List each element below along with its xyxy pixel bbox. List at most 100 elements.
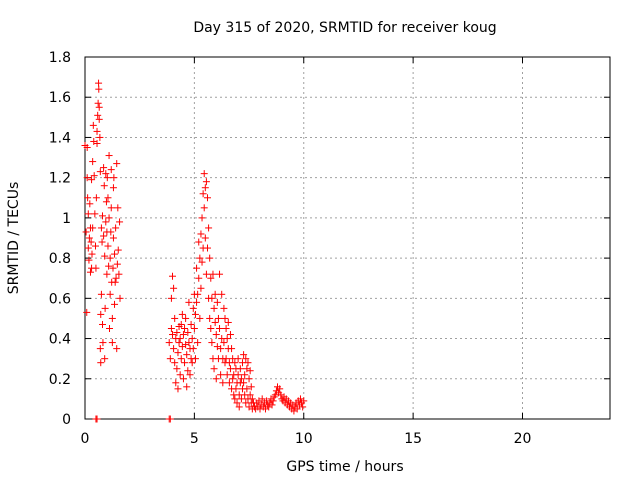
data-point (107, 204, 115, 212)
data-point (179, 375, 187, 383)
y-tick-label: 0.2 (49, 372, 71, 388)
data-point (234, 355, 242, 363)
data-point (111, 300, 119, 308)
data-point (97, 310, 105, 318)
data-point (104, 242, 112, 250)
data-point (196, 314, 204, 322)
data-point (105, 262, 113, 270)
data-point (220, 339, 228, 347)
data-point (111, 250, 119, 258)
data-point (170, 284, 178, 292)
data-point (190, 325, 198, 332)
data-point (98, 238, 106, 246)
data-point (191, 355, 199, 363)
data-point (187, 320, 195, 328)
data-point (213, 298, 221, 306)
data-point (241, 371, 249, 379)
data-point (112, 274, 120, 282)
y-tick-label: 1.6 (49, 90, 71, 106)
data-point (96, 168, 104, 176)
data-point (116, 294, 124, 302)
data-point (200, 170, 208, 178)
data-point (205, 224, 213, 232)
data-point (193, 298, 201, 306)
data-point (106, 254, 114, 262)
x-axis-label: GPS time / hours (286, 459, 403, 475)
data-point (167, 325, 175, 332)
data-point (269, 397, 277, 405)
data-point (209, 270, 217, 278)
data-point (116, 218, 124, 226)
data-point (95, 115, 103, 123)
data-point (96, 345, 104, 353)
data-point (102, 198, 110, 206)
data-point (114, 204, 122, 212)
data-point (103, 174, 111, 182)
data-point (89, 121, 97, 129)
data-point (210, 304, 218, 312)
data-point (174, 385, 182, 393)
data-point (85, 256, 93, 264)
data-point (188, 359, 196, 367)
data-point (191, 310, 199, 318)
data-point (89, 224, 97, 232)
data-point (113, 345, 121, 353)
data-point (224, 318, 232, 326)
data-point (92, 194, 100, 202)
data-point (111, 278, 119, 286)
data-point (82, 228, 90, 236)
data-point (171, 314, 179, 322)
data-point (246, 367, 254, 375)
data-points (81, 79, 308, 423)
data-point (113, 160, 121, 168)
data-point (173, 365, 181, 373)
data-point (88, 176, 96, 184)
data-point (106, 325, 113, 332)
y-axis-label: SRMTID / TECUs (6, 182, 22, 295)
data-point (177, 355, 185, 363)
data-point (104, 194, 112, 202)
data-point (86, 200, 94, 208)
data-point (222, 355, 230, 363)
data-point (258, 395, 266, 403)
data-point (197, 230, 205, 238)
data-point (87, 238, 95, 246)
data-point (226, 331, 234, 339)
data-point (105, 152, 113, 160)
data-point (216, 270, 224, 278)
data-point (186, 371, 194, 379)
data-point (237, 395, 245, 403)
data-point (206, 254, 214, 262)
data-point (208, 294, 216, 302)
data-point (183, 351, 191, 359)
data-point (176, 335, 184, 343)
data-point (100, 182, 108, 190)
data-point (212, 331, 220, 339)
data-point (179, 331, 187, 339)
data-point (197, 284, 205, 292)
data-point (193, 264, 201, 272)
data-point (83, 308, 91, 316)
data-point (198, 214, 206, 222)
data-point (246, 391, 254, 399)
data-point (200, 204, 208, 212)
data-point (231, 395, 239, 403)
data-point (107, 166, 115, 174)
y-tick-label: 1.8 (49, 50, 71, 66)
data-point (86, 268, 94, 276)
data-point (233, 399, 241, 407)
data-point (169, 331, 176, 339)
data-point (189, 345, 197, 353)
data-point (183, 383, 191, 391)
data-point (217, 371, 225, 379)
data-point (94, 99, 102, 107)
y-tick-label: 1 (62, 211, 71, 227)
data-point (94, 111, 102, 119)
data-point (108, 339, 116, 347)
data-point (276, 385, 284, 393)
data-point (99, 320, 106, 328)
data-point (220, 304, 228, 312)
data-point (95, 103, 103, 111)
data-point (108, 314, 116, 322)
